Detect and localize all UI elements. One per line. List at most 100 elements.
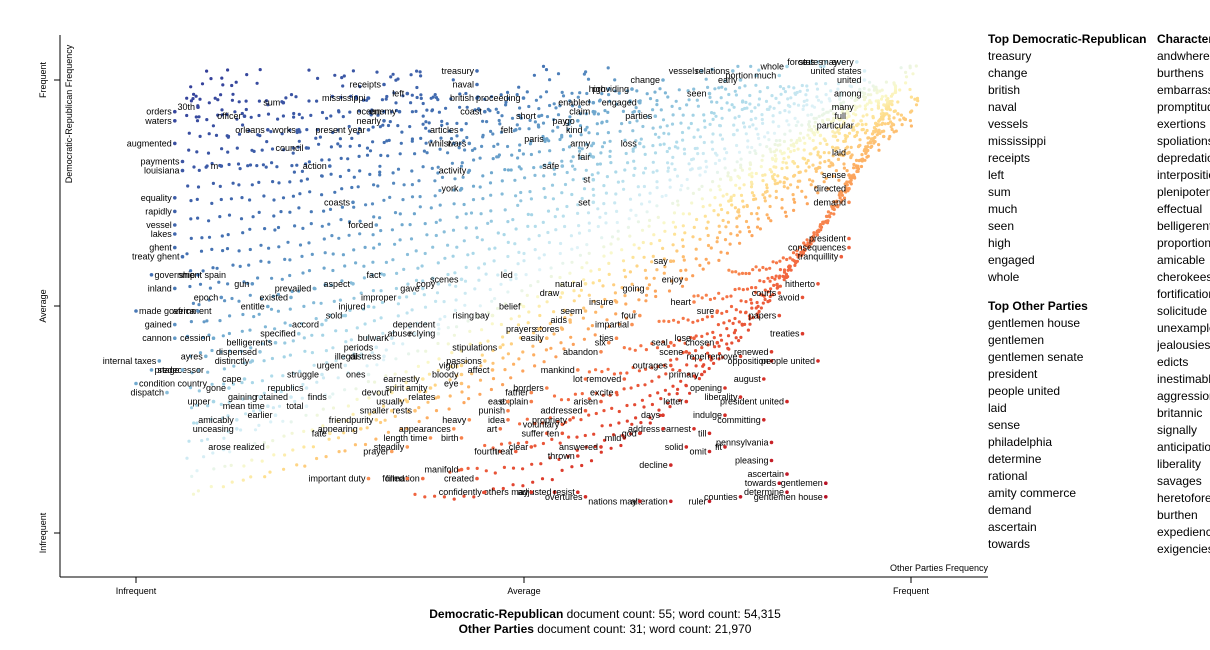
term-point[interactable] bbox=[812, 231, 816, 235]
term-point[interactable] bbox=[341, 253, 345, 257]
labeled-point[interactable]: distinctly bbox=[215, 356, 255, 366]
term-point[interactable] bbox=[642, 145, 646, 149]
term-label[interactable]: internal taxes bbox=[103, 356, 157, 366]
term-point[interactable] bbox=[231, 382, 236, 386]
term-point[interactable] bbox=[727, 319, 732, 323]
term-point[interactable] bbox=[311, 445, 315, 449]
labeled-point[interactable]: smaller bbox=[360, 406, 394, 416]
term-point[interactable] bbox=[721, 218, 725, 223]
term-point[interactable] bbox=[616, 229, 620, 233]
labeled-point[interactable]: borders bbox=[513, 383, 549, 393]
term-point[interactable] bbox=[738, 86, 742, 90]
labeled-point-dot[interactable] bbox=[529, 399, 534, 404]
term-point[interactable] bbox=[751, 268, 755, 272]
term-point[interactable] bbox=[557, 457, 561, 461]
term-point[interactable] bbox=[444, 106, 448, 110]
term-point[interactable] bbox=[728, 242, 732, 246]
characteristic-term[interactable]: signally bbox=[1157, 423, 1198, 437]
term-point[interactable] bbox=[726, 174, 730, 178]
labeled-point[interactable]: distress bbox=[350, 351, 386, 361]
term-point[interactable] bbox=[553, 172, 557, 176]
term-point[interactable] bbox=[817, 114, 821, 118]
term-point[interactable] bbox=[700, 346, 704, 350]
term-point[interactable] bbox=[657, 408, 661, 412]
term-point[interactable] bbox=[855, 80, 859, 84]
term-point[interactable] bbox=[863, 158, 867, 162]
term-point[interactable] bbox=[320, 158, 324, 162]
labeled-point[interactable]: relying bbox=[409, 329, 441, 339]
term-point[interactable] bbox=[212, 467, 216, 471]
term-label[interactable]: art bbox=[487, 424, 498, 434]
term-point[interactable] bbox=[761, 173, 765, 177]
term-point[interactable] bbox=[701, 205, 705, 209]
labeled-point-dot[interactable] bbox=[545, 386, 549, 390]
term-point[interactable] bbox=[651, 144, 655, 148]
term-point[interactable] bbox=[244, 412, 248, 416]
term-point[interactable] bbox=[302, 445, 306, 449]
term-point[interactable] bbox=[452, 333, 456, 337]
term-point[interactable] bbox=[899, 66, 903, 70]
term-point[interactable] bbox=[327, 437, 331, 441]
term-point[interactable] bbox=[526, 212, 530, 216]
labeled-point-dot[interactable] bbox=[715, 309, 720, 313]
term-point[interactable] bbox=[744, 300, 748, 304]
term-point[interactable] bbox=[426, 360, 430, 364]
term-point[interactable] bbox=[635, 119, 639, 123]
characteristic-term[interactable]: aggression bbox=[1157, 389, 1210, 403]
labeled-point[interactable]: decline bbox=[639, 460, 673, 470]
term-point[interactable] bbox=[226, 233, 230, 237]
term-point[interactable] bbox=[352, 429, 356, 433]
term-point[interactable] bbox=[205, 319, 209, 323]
term-point[interactable] bbox=[533, 120, 538, 124]
term-point[interactable] bbox=[353, 443, 357, 447]
labeled-point[interactable]: africa bbox=[173, 306, 200, 316]
term-point[interactable] bbox=[770, 275, 774, 280]
term-point[interactable] bbox=[281, 114, 285, 118]
term-point[interactable] bbox=[696, 104, 701, 108]
labeled-point-dot[interactable] bbox=[855, 123, 859, 128]
term-point[interactable] bbox=[333, 190, 337, 194]
term-point[interactable] bbox=[617, 421, 621, 425]
term-point[interactable] bbox=[438, 218, 442, 222]
labeled-point[interactable]: claim bbox=[569, 107, 596, 117]
term-point[interactable] bbox=[765, 145, 769, 149]
term-point[interactable] bbox=[191, 492, 196, 496]
term-point[interactable] bbox=[269, 307, 274, 311]
term-point[interactable] bbox=[643, 152, 647, 156]
term-point[interactable] bbox=[760, 113, 764, 117]
term-point[interactable] bbox=[496, 306, 500, 311]
term-label[interactable]: particular bbox=[817, 120, 854, 130]
labeled-point[interactable]: answered bbox=[559, 442, 603, 452]
term-point[interactable] bbox=[506, 352, 510, 356]
term-point[interactable] bbox=[426, 400, 430, 404]
labeled-point[interactable]: high bbox=[589, 84, 611, 94]
labeled-point[interactable]: birth bbox=[441, 433, 464, 443]
term-point[interactable] bbox=[367, 396, 371, 400]
term-point[interactable] bbox=[544, 90, 549, 94]
labeled-point-dot[interactable] bbox=[707, 449, 712, 454]
term-point[interactable] bbox=[628, 197, 633, 201]
term-point[interactable] bbox=[646, 115, 650, 119]
term-point[interactable] bbox=[875, 91, 879, 95]
term-point[interactable] bbox=[292, 115, 296, 119]
term-point[interactable] bbox=[211, 266, 215, 270]
term-point[interactable] bbox=[239, 349, 243, 353]
term-point[interactable] bbox=[260, 342, 264, 346]
term-point[interactable] bbox=[434, 220, 438, 224]
term-point[interactable] bbox=[859, 164, 864, 169]
term-point[interactable] bbox=[324, 455, 328, 459]
term-point[interactable] bbox=[624, 302, 628, 306]
term-label[interactable]: till bbox=[698, 428, 707, 438]
term-point[interactable] bbox=[396, 124, 400, 128]
labeled-point[interactable]: orleans bbox=[235, 125, 270, 135]
labeled-point-dot[interactable] bbox=[614, 336, 619, 341]
term-point[interactable] bbox=[378, 125, 382, 129]
term-label[interactable]: kind bbox=[566, 125, 583, 135]
term-point[interactable] bbox=[578, 156, 583, 160]
term-point[interactable] bbox=[633, 166, 637, 170]
term-point[interactable] bbox=[793, 200, 797, 204]
labeled-point[interactable]: cession bbox=[180, 333, 216, 343]
term-point[interactable] bbox=[382, 198, 386, 202]
term-point[interactable] bbox=[370, 202, 375, 206]
term-point[interactable] bbox=[258, 408, 262, 412]
